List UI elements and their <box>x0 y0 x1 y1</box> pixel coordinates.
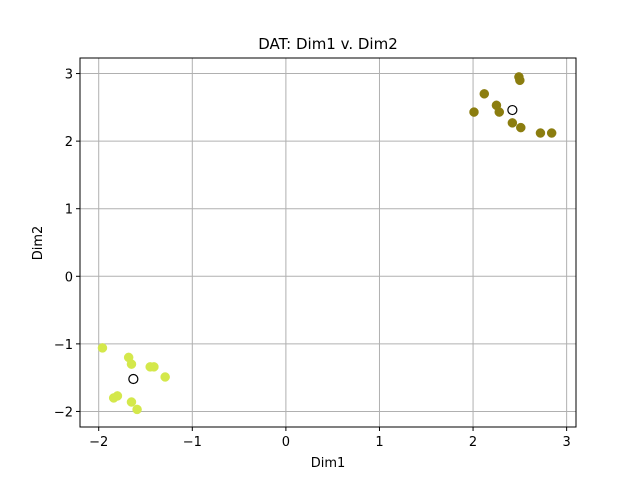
data-points <box>97 72 557 415</box>
x-tick-label: −1 <box>183 435 202 450</box>
plot-frame <box>79 57 577 428</box>
y-tick-label: 1 <box>65 203 73 218</box>
centroid-markers <box>128 104 518 385</box>
axis-ticks: −2 −1 0 1 2 3 −2 −1 0 1 2 3 <box>54 68 571 450</box>
data-point <box>546 128 557 138</box>
data-point <box>535 128 546 138</box>
data-point <box>132 404 142 415</box>
centroid-marker <box>507 104 518 116</box>
y-tick-label: 0 <box>65 270 73 285</box>
x-axis-label: Dim1 <box>311 456 346 471</box>
data-point <box>479 89 490 99</box>
y-tick-label: 3 <box>65 68 73 83</box>
data-point <box>97 343 108 353</box>
centroid-marker <box>128 373 139 385</box>
x-tick-label: 2 <box>469 435 477 450</box>
data-point <box>516 122 526 133</box>
x-tick-label: 0 <box>282 435 290 450</box>
x-tick-label: −2 <box>89 435 108 450</box>
data-point <box>507 118 518 128</box>
data-point <box>160 372 170 382</box>
data-point <box>126 359 137 369</box>
y-tick-label: −2 <box>54 405 73 420</box>
data-point <box>494 107 505 117</box>
data-point <box>515 75 525 86</box>
x-tick-label: 1 <box>375 435 383 450</box>
x-tick-label: 3 <box>563 435 571 450</box>
grid-lines <box>80 58 576 427</box>
chart-title: DAT: Dim1 v. Dim2 <box>258 35 397 53</box>
data-point <box>149 362 159 372</box>
data-point <box>126 397 137 407</box>
data-point <box>469 107 479 117</box>
y-tick-label: 2 <box>65 135 73 150</box>
y-axis-label: Dim2 <box>31 226 46 261</box>
data-point <box>112 391 123 401</box>
y-tick-label: −1 <box>54 338 73 353</box>
